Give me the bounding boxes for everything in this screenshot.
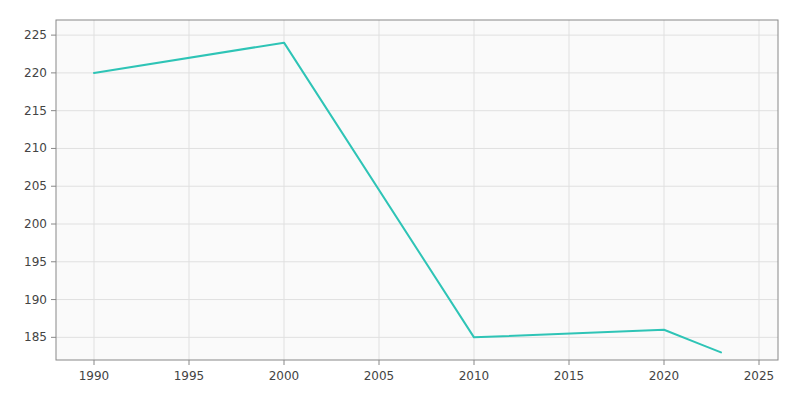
y-grid-line xyxy=(56,224,778,225)
y-tick-label: 190 xyxy=(24,293,47,307)
y-tick xyxy=(51,35,56,36)
tick-labels: 1990 1995 2000 2005 2010 2015 2020 2025 185 190 19… xyxy=(24,28,774,383)
y-tick xyxy=(51,110,56,111)
x-grid-line xyxy=(189,20,190,360)
x-tick xyxy=(379,360,380,365)
y-grid-line xyxy=(56,186,778,187)
population-line xyxy=(94,43,721,353)
y-tick-label: 195 xyxy=(24,255,47,269)
x-tick xyxy=(94,360,95,365)
chart-container: 1990 1995 2000 2005 2010 2015 2020 2025 185 190 19… xyxy=(0,0,800,400)
plot-background xyxy=(56,20,778,360)
y-tick xyxy=(51,337,56,338)
series xyxy=(94,43,721,353)
y-grid-line xyxy=(56,110,778,111)
y-tick-label: 205 xyxy=(24,179,47,193)
y-grid-line xyxy=(56,72,778,73)
y-tick xyxy=(51,148,56,149)
y-grid-line xyxy=(56,148,778,149)
y-tick-label: 185 xyxy=(24,330,47,344)
x-grid-line xyxy=(569,20,570,360)
x-grid-line xyxy=(474,20,475,360)
x-tick xyxy=(189,360,190,365)
y-tick-label: 215 xyxy=(24,104,47,118)
y-grid-line xyxy=(56,261,778,262)
x-tick-label: 2015 xyxy=(554,369,585,383)
x-tick xyxy=(569,360,570,365)
y-tick-label: 200 xyxy=(24,217,47,231)
x-tick-label: 2000 xyxy=(269,369,300,383)
y-tick-label: 225 xyxy=(24,28,47,42)
x-tick-label: 2020 xyxy=(649,369,680,383)
x-grid-line xyxy=(94,20,95,360)
y-tick-label: 220 xyxy=(24,66,47,80)
x-tick xyxy=(284,360,285,365)
y-tick xyxy=(51,186,56,187)
x-tick xyxy=(474,360,475,365)
plot-frame xyxy=(56,20,778,360)
grid xyxy=(51,20,778,365)
x-tick xyxy=(759,360,760,365)
y-grid-line xyxy=(56,35,778,36)
x-grid-line xyxy=(664,20,665,360)
y-tick xyxy=(51,261,56,262)
y-grid-line xyxy=(56,299,778,300)
x-grid-line xyxy=(284,20,285,360)
x-tick xyxy=(664,360,665,365)
y-grid-line xyxy=(56,337,778,338)
x-grid-line xyxy=(759,20,760,360)
x-tick-label: 1990 xyxy=(79,369,110,383)
x-tick-label: 2025 xyxy=(744,369,775,383)
chart-svg: 1990 1995 2000 2005 2010 2015 2020 2025 185 190 19… xyxy=(0,0,800,400)
y-tick xyxy=(51,72,56,73)
x-tick-label: 2005 xyxy=(364,369,395,383)
y-tick xyxy=(51,224,56,225)
y-tick-label: 210 xyxy=(24,141,47,155)
x-tick-label: 2010 xyxy=(459,369,490,383)
y-tick xyxy=(51,299,56,300)
x-tick-label: 1995 xyxy=(174,369,205,383)
